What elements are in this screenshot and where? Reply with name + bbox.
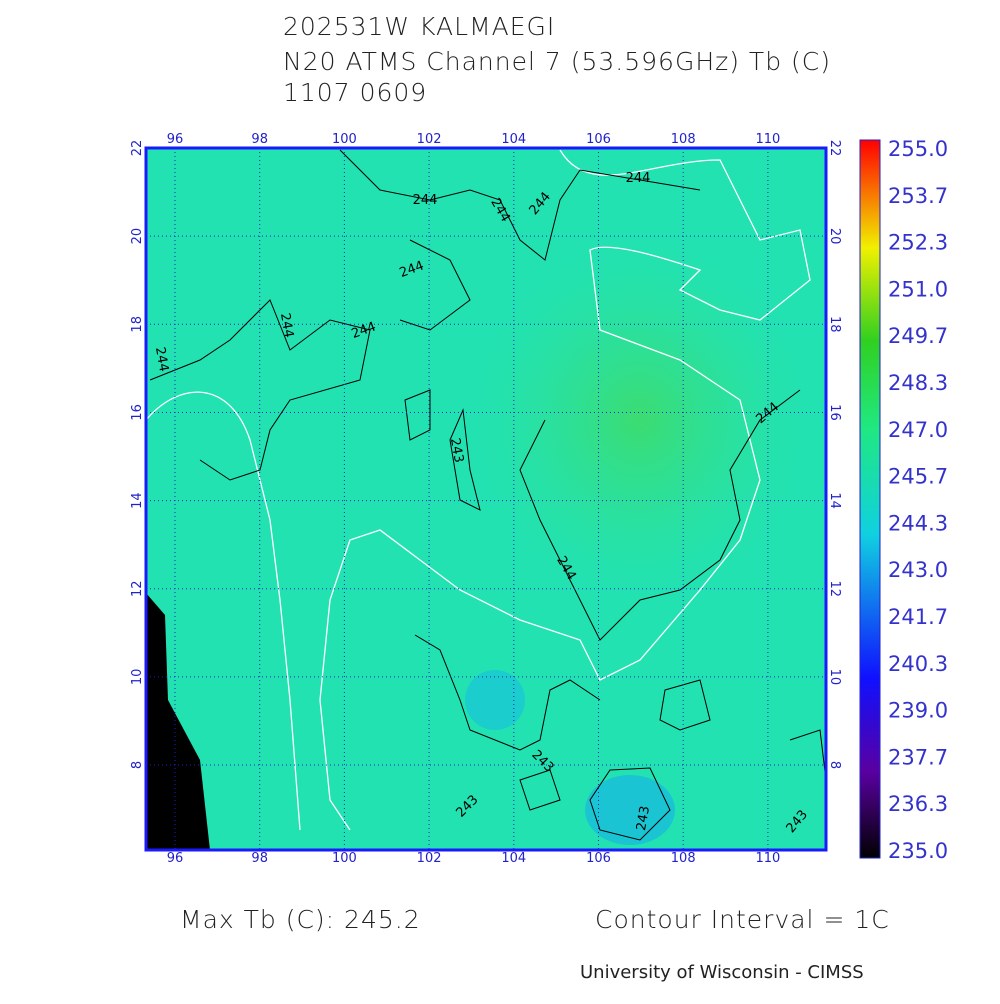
lat-label: 18 <box>130 316 145 333</box>
contour-label: 243 <box>447 437 466 464</box>
colorbar-label: 235.0 <box>888 839 948 863</box>
lon-label: 106 <box>586 851 611 866</box>
lon-label: 110 <box>755 851 780 866</box>
lat-label: 14 <box>130 492 145 509</box>
lon-label: 108 <box>671 132 696 147</box>
missing-data <box>146 593 210 850</box>
colorbar <box>859 139 881 859</box>
lat-label: 8 <box>130 761 145 769</box>
lat-label: 16 <box>130 404 145 421</box>
colorbar-label: 247.0 <box>888 418 948 442</box>
lat-label: 22 <box>130 140 145 157</box>
colorbar-label: 245.7 <box>888 465 948 489</box>
lat-label: 20 <box>130 228 145 245</box>
colorbar-label: 249.7 <box>888 324 948 348</box>
coastline <box>145 149 811 831</box>
subtitle: N20 ATMS Channel 7 (53.596GHz) Tb (C) <box>283 47 831 76</box>
colorbar-label: 236.3 <box>888 792 948 816</box>
lon-label: 106 <box>586 132 611 147</box>
colorbar-label: 251.0 <box>888 277 948 301</box>
contour-label: 244 <box>413 193 438 208</box>
max-tb: Max Tb (C): 245.2 <box>180 905 421 934</box>
colorbar-label: 237.7 <box>888 745 948 769</box>
datetime: 1107 0609 <box>283 78 427 107</box>
lat-label: 20 <box>827 228 842 245</box>
colorbar-label: 243.0 <box>888 558 948 582</box>
contour-interval: Contour Interval = 1C <box>595 905 890 934</box>
colorbar-label: 248.3 <box>888 371 948 395</box>
lon-label: 100 <box>332 132 357 147</box>
contour-label: 244 <box>626 171 651 186</box>
colorbar-label: 252.3 <box>888 231 948 255</box>
lon-label: 108 <box>671 851 696 866</box>
title: 202531W KALMAEGI <box>283 12 555 41</box>
cold-spot <box>585 775 675 845</box>
lon-label: 100 <box>332 851 357 866</box>
lat-label: 18 <box>827 316 842 333</box>
lon-label: 110 <box>755 132 780 147</box>
lat-label: 22 <box>827 140 842 157</box>
lon-label: 104 <box>501 851 526 866</box>
colorbar-label: 253.7 <box>888 184 948 208</box>
lon-label: 102 <box>417 851 442 866</box>
lon-label: 96 <box>167 851 184 866</box>
lat-label: 12 <box>827 580 842 597</box>
lon-label: 98 <box>251 851 268 866</box>
colorbar-label: 239.0 <box>888 699 948 723</box>
map <box>144 146 828 852</box>
contour-label: 244 <box>152 346 171 373</box>
grid <box>146 147 826 850</box>
colorbar-label: 241.7 <box>888 605 948 629</box>
contour-label: 243 <box>634 805 653 832</box>
colorbar-label: 244.3 <box>888 511 948 535</box>
warm-region <box>470 240 810 600</box>
lat-label: 14 <box>827 492 842 509</box>
credit: University of Wisconsin - CIMSS <box>580 962 864 983</box>
lon-label: 104 <box>501 132 526 147</box>
colorbar-label: 255.0 <box>888 137 948 161</box>
colorbar-label: 240.3 <box>888 652 948 676</box>
lon-label: 96 <box>167 132 184 147</box>
map-frame <box>144 146 828 852</box>
contour-label: 244 <box>277 312 296 339</box>
lat-label: 12 <box>130 580 145 597</box>
cold-spot <box>465 670 525 730</box>
lon-label: 98 <box>251 132 268 147</box>
lat-label: 10 <box>827 669 842 686</box>
lon-label: 102 <box>417 132 442 147</box>
lat-label: 8 <box>827 761 842 769</box>
lat-label: 10 <box>130 669 145 686</box>
lat-label: 16 <box>827 404 842 421</box>
contour <box>149 149 827 841</box>
